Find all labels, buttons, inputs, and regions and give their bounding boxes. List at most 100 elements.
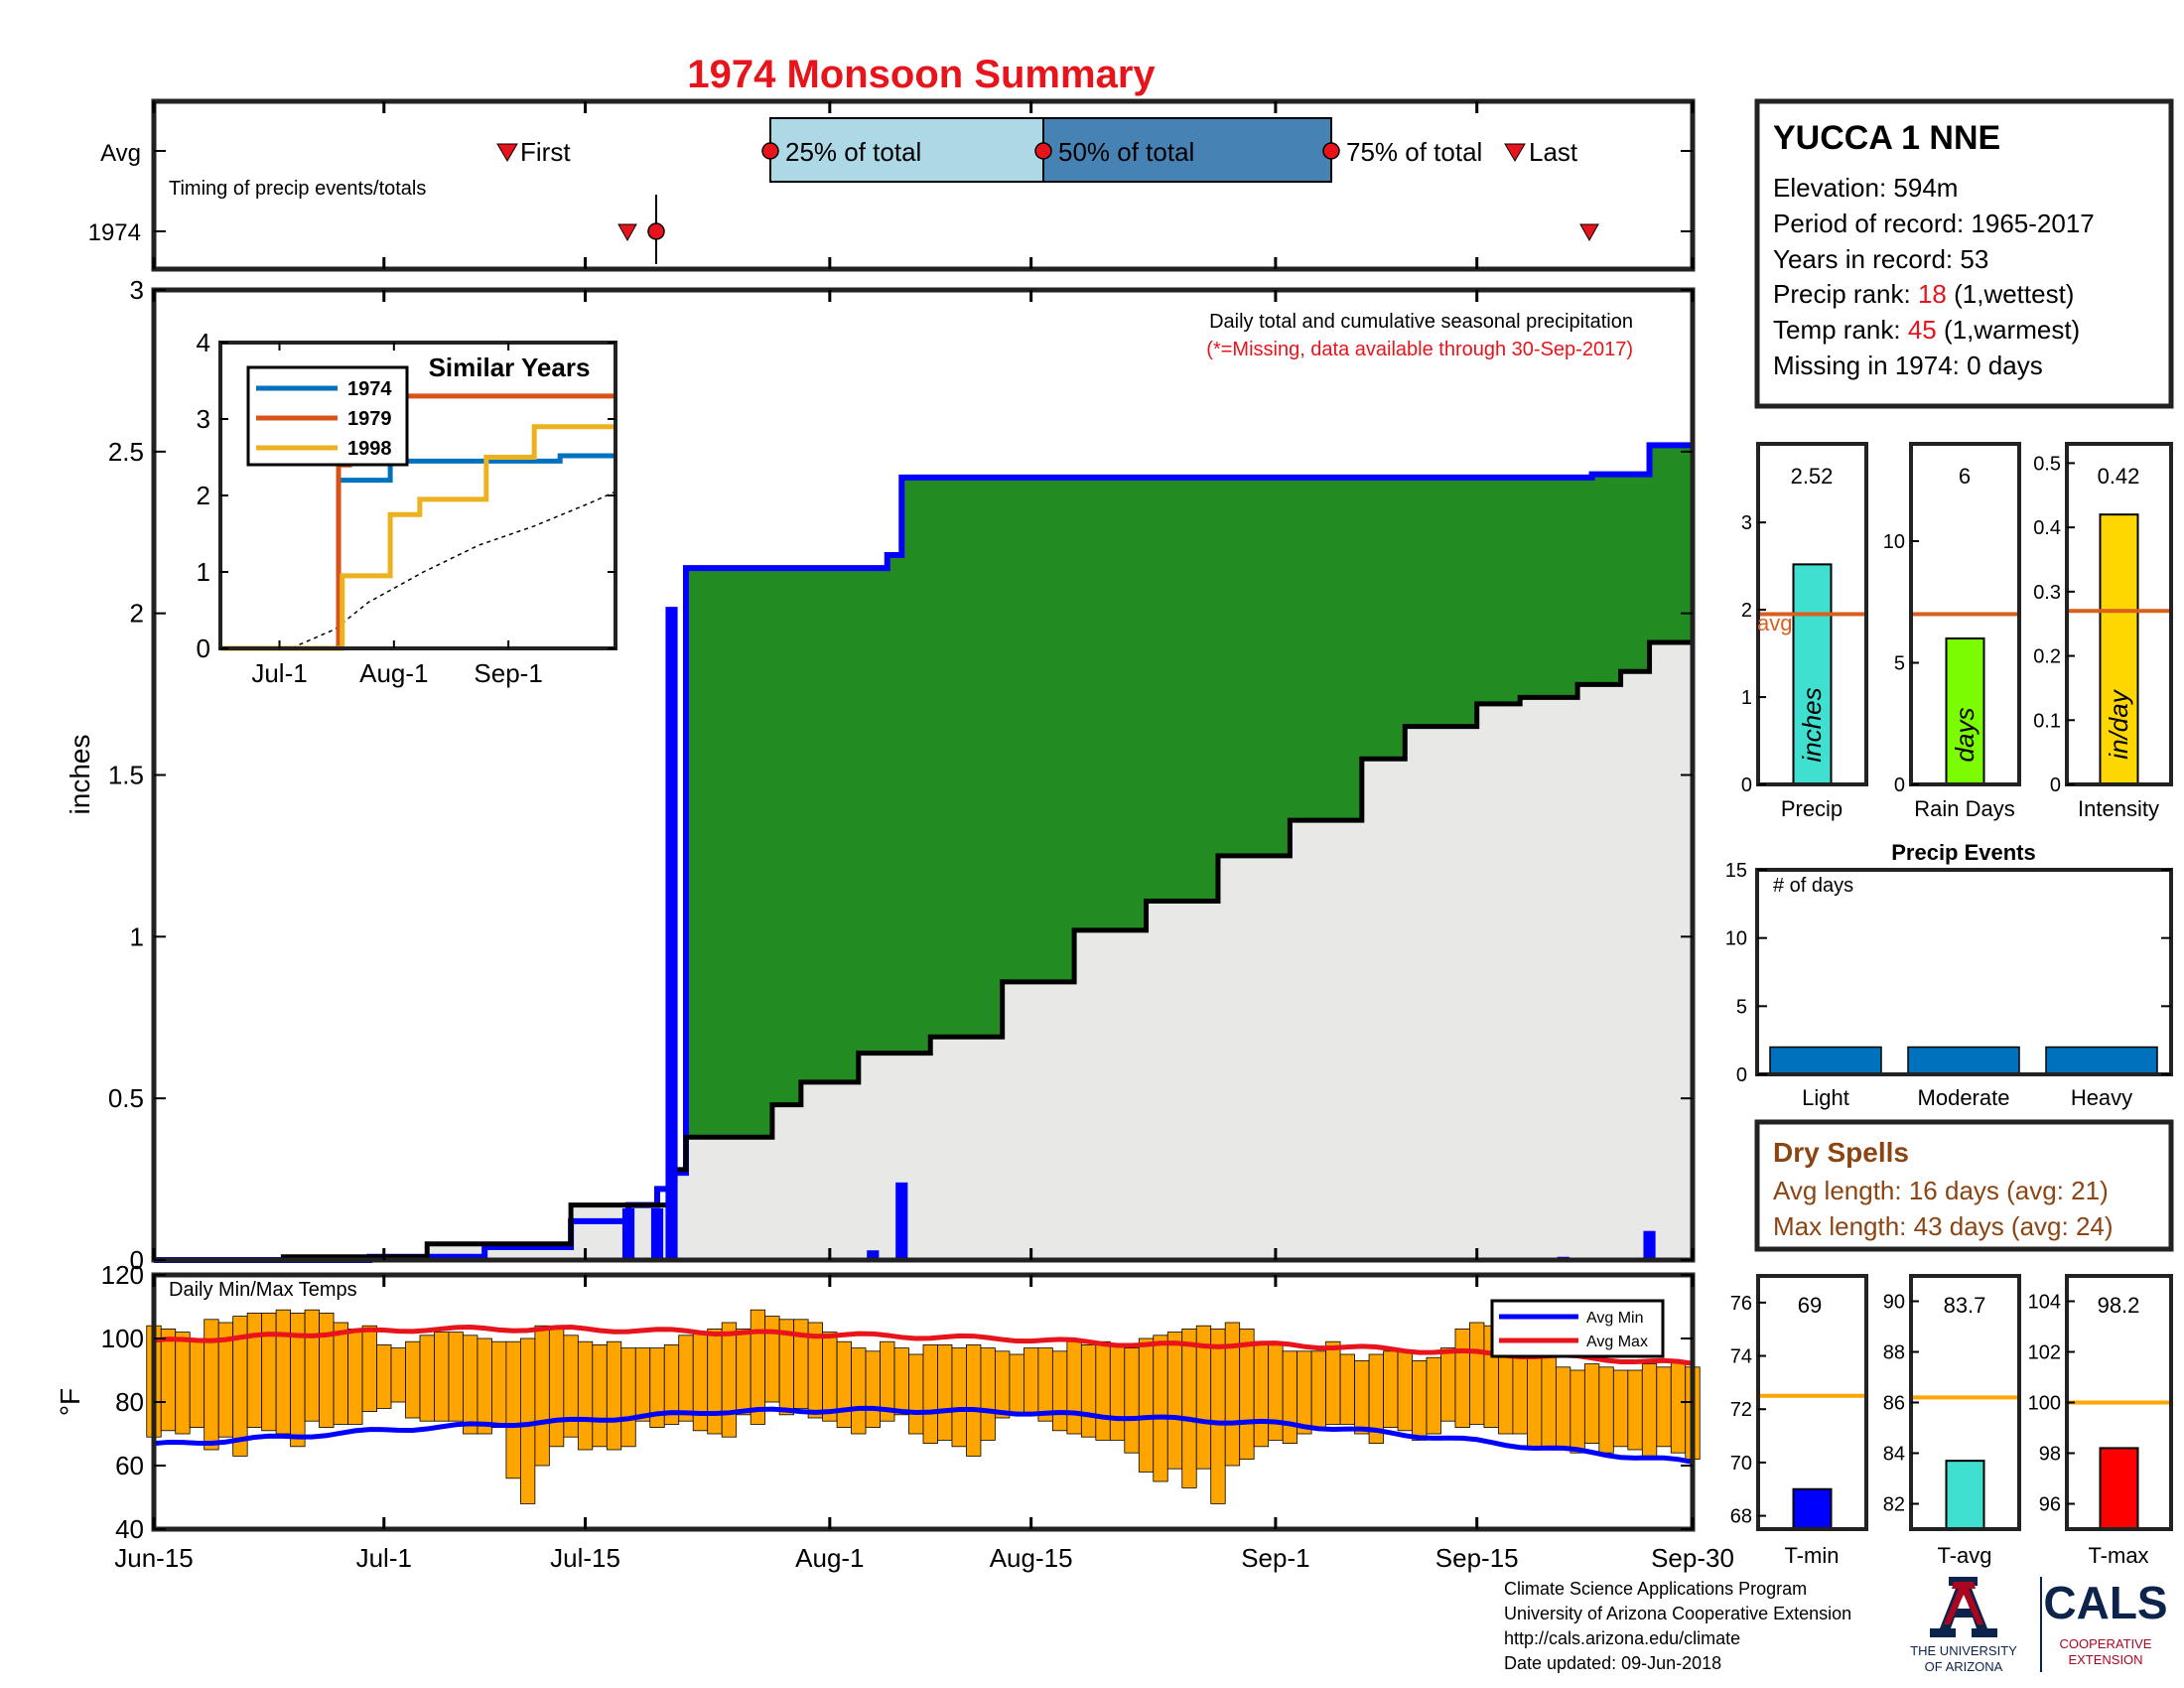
tmax-value: 98.2 xyxy=(2098,1293,2140,1318)
inset-ytick-label: 3 xyxy=(197,404,210,434)
temp-xtick-label: Jul-15 xyxy=(550,1543,620,1573)
daily-temp-bar xyxy=(463,1335,478,1435)
daily-precip-bar xyxy=(1643,1230,1656,1260)
first-avg-marker xyxy=(496,143,518,162)
daily-precip-bar xyxy=(650,1207,664,1260)
events-category-label: Moderate xyxy=(1918,1085,2010,1110)
daily-temp-bar xyxy=(1612,1369,1629,1448)
precip-bar-frame xyxy=(1756,442,1868,786)
daily-temp-bar xyxy=(1641,1363,1658,1457)
daily-temp-bar xyxy=(1426,1356,1441,1435)
daily-temp-bar xyxy=(1051,1350,1068,1432)
precip-ylabel: inches xyxy=(65,735,95,815)
timing-box-50 xyxy=(1042,117,1332,183)
tmax-tick-label: 100 xyxy=(2028,1393,2061,1415)
events-ytick-label: 0 xyxy=(1736,1064,1747,1086)
daily-temp-bar xyxy=(1325,1340,1341,1425)
daily-temp-bar xyxy=(1210,1329,1226,1504)
daily-temp-bar xyxy=(448,1332,464,1422)
daily-temp-bar xyxy=(736,1329,751,1416)
station-period: Period of record: 1965-2017 xyxy=(1773,209,2095,238)
dry-spells: Dry Spells Avg length: 16 days (avg: 21)… xyxy=(1754,1119,2174,1252)
intensity-tick-label: 0.5 xyxy=(2033,453,2061,475)
average-cumulative-area xyxy=(154,633,1693,1260)
daily-temp-bar xyxy=(491,1340,507,1428)
daily-temp-bar xyxy=(1066,1340,1082,1435)
inset-ytick-label: 2 xyxy=(197,481,210,510)
daily-temp-bar xyxy=(1527,1350,1543,1451)
daily-temp-bar xyxy=(1469,1322,1485,1425)
daily-temp-bar xyxy=(1440,1347,1456,1422)
precip-bar-tick-label: 3 xyxy=(1741,512,1752,534)
footer-line2: University of Arizona Cooperative Extens… xyxy=(1504,1604,1851,1623)
temp-label: Daily Min/Max Temps xyxy=(169,1279,357,1301)
daily-temp-bar xyxy=(1598,1366,1614,1454)
precip-ytick-label: 2.5 xyxy=(108,437,144,467)
cals-logo-icon: CALS COOPERATIVE EXTENSION xyxy=(2043,1577,2167,1667)
inset-ytick-label: 1 xyxy=(197,557,210,587)
timing-frame xyxy=(151,98,1696,272)
daily-temp-bar xyxy=(707,1329,723,1435)
daily-temp-bar xyxy=(419,1335,435,1422)
intensity-bar xyxy=(2099,513,2139,785)
daily-temp-bar xyxy=(1239,1329,1255,1461)
p75-avg-marker xyxy=(1322,142,1340,160)
temp-ytick-label: 40 xyxy=(115,1514,144,1544)
daily-temp-bar xyxy=(1024,1347,1039,1416)
precip-bar-value: 2.52 xyxy=(1791,464,1834,489)
precip-ytick-label: 0.5 xyxy=(108,1083,144,1113)
inset-average-line xyxy=(219,491,616,649)
inset-xtick-label: Sep-1 xyxy=(474,658,542,688)
daily-temp-bar xyxy=(592,1344,608,1448)
daily-temp-bar xyxy=(937,1344,953,1441)
dry-max: Max length: 43 days (avg: 24) xyxy=(1773,1211,2114,1241)
tavg-label: T-avg xyxy=(1937,1543,1991,1568)
avg-min-line xyxy=(153,1405,1694,1465)
inset-ytick-label: 0 xyxy=(197,633,210,663)
daily-temp-bar xyxy=(434,1332,450,1422)
station-elevation: Elevation: 594m xyxy=(1773,173,1958,203)
daily-temp-bar xyxy=(1310,1350,1327,1429)
tavg-tick-label: 90 xyxy=(1883,1292,1905,1314)
tmax-tick-label: 96 xyxy=(2039,1494,2061,1516)
timing-p25: 25% of total xyxy=(785,137,921,167)
tavg-tick-label: 86 xyxy=(1883,1393,1905,1415)
inset-legend-1979: 1979 xyxy=(347,408,392,430)
daily-temp-bar xyxy=(519,1337,536,1504)
precip-bar-tick-label: 0 xyxy=(1741,774,1752,796)
tmin-tick-label: 68 xyxy=(1730,1506,1752,1528)
inset-line-1998 xyxy=(220,424,615,651)
dry-frame xyxy=(1754,1119,2174,1252)
daily-temp-bar xyxy=(1037,1347,1053,1422)
daily-temp-bar xyxy=(1339,1353,1355,1425)
timing-panel: Avg 1974 Timing of precip events/totals … xyxy=(88,98,1696,272)
station-frame xyxy=(1754,98,2174,409)
daily-temp-bar xyxy=(361,1325,377,1412)
footer-line1: Climate Science Applications Program xyxy=(1504,1579,1807,1599)
footer-line3: http://cals.arizona.edu/climate xyxy=(1504,1628,1740,1648)
daily-temp-bar xyxy=(319,1313,335,1429)
timing-last: Last xyxy=(1529,137,1578,167)
tmax-label: T-max xyxy=(2088,1543,2148,1568)
intensity-frame xyxy=(2065,442,2173,786)
timing-box-25 xyxy=(769,117,1044,183)
temp-ytick-label: 80 xyxy=(115,1387,144,1417)
precip-bar-tick-label: 2 xyxy=(1741,600,1752,622)
timing-first: First xyxy=(520,137,571,167)
rain-days-label: Rain Days xyxy=(1914,796,2014,821)
events-ytick-label: 15 xyxy=(1725,860,1747,882)
daily-temp-bar xyxy=(966,1344,982,1457)
daily-temp-bar xyxy=(275,1309,292,1435)
precip-note2: (*=Missing, data available through 30-Se… xyxy=(1206,339,1633,360)
inset-xtick-label: Jul-1 xyxy=(251,658,307,688)
daily-temp-bar xyxy=(980,1347,996,1441)
inset-xtick-label: Aug-1 xyxy=(359,658,428,688)
dry-avg: Avg length: 16 days (avg: 21) xyxy=(1773,1176,2109,1205)
intensity-tick-label: 0 xyxy=(2050,774,2061,796)
daily-temp-bar xyxy=(1181,1329,1197,1488)
daily-temp-bar xyxy=(160,1329,177,1432)
daily-temp-bar xyxy=(477,1337,492,1435)
p25-avg-marker xyxy=(761,142,779,160)
daily-temp-bar xyxy=(822,1332,838,1422)
